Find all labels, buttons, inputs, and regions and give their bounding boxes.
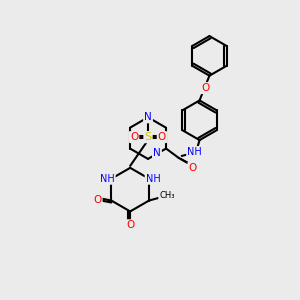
Text: NH: NH bbox=[100, 174, 115, 184]
Text: O: O bbox=[126, 220, 134, 230]
Text: O: O bbox=[188, 163, 197, 173]
Text: O: O bbox=[130, 132, 138, 142]
Text: O: O bbox=[201, 83, 210, 93]
Text: CH₃: CH₃ bbox=[159, 191, 175, 200]
Text: N: N bbox=[153, 148, 161, 158]
Text: O: O bbox=[93, 194, 102, 205]
Text: O: O bbox=[158, 132, 166, 142]
Text: S: S bbox=[145, 132, 152, 142]
Text: NH: NH bbox=[146, 174, 160, 184]
Text: NH: NH bbox=[187, 147, 202, 157]
Text: N: N bbox=[144, 112, 152, 122]
